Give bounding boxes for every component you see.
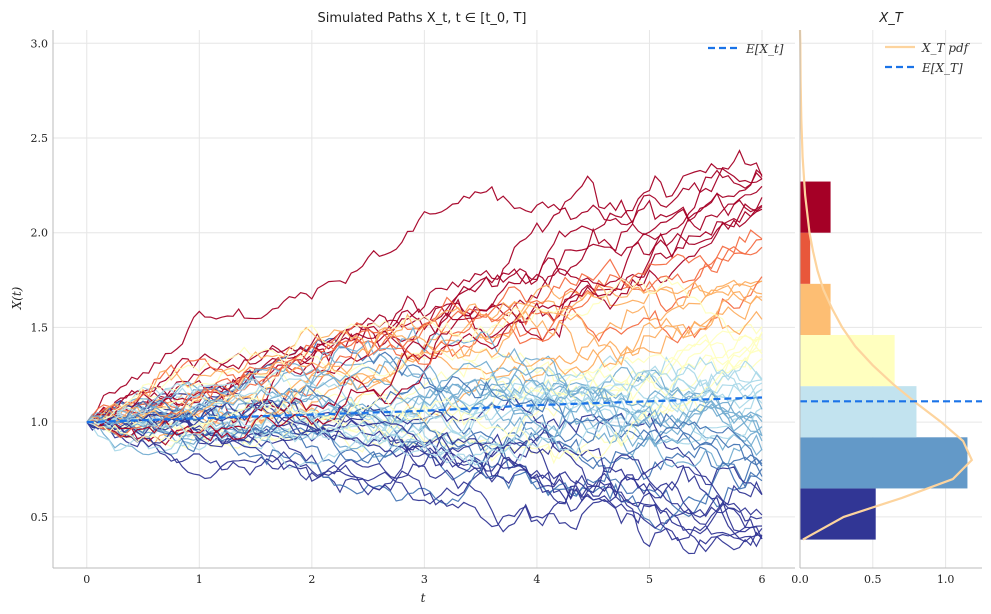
main-grid bbox=[53, 30, 795, 568]
side-x-tick-label: 1.0 bbox=[937, 573, 955, 586]
histogram-bar-3 bbox=[800, 386, 917, 438]
x-tick-label: 1 bbox=[196, 573, 203, 586]
side-x-tick-label: 0.5 bbox=[864, 573, 882, 586]
y-axis-title: X(t) bbox=[10, 286, 24, 310]
path-21 bbox=[86, 421, 763, 535]
y-tick-label: 3.0 bbox=[31, 37, 49, 50]
histogram-bar-2 bbox=[800, 437, 968, 489]
path-1 bbox=[86, 169, 763, 423]
x-tick-label: 5 bbox=[646, 573, 653, 586]
path-8 bbox=[86, 336, 763, 428]
simulated-paths bbox=[86, 149, 763, 555]
y-tick-label: 2.5 bbox=[31, 132, 49, 145]
pdf-curve bbox=[798, 29, 974, 541]
path-51 bbox=[86, 208, 763, 446]
main-title: Simulated Paths X_t, t ∈ [t_0, T] bbox=[318, 11, 527, 26]
path-52 bbox=[86, 229, 763, 423]
main-panel: 0 1 2 3 4 5 6 0.5 1.0 1.5 2.0 2.5 3.0 Simulated Path… bbox=[10, 11, 795, 605]
path-32 bbox=[86, 333, 763, 429]
side-panel: 0.0 0.5 1.0 X_T X_T pdf E[X_T] bbox=[791, 11, 982, 586]
x-tick-label: 3 bbox=[421, 573, 428, 586]
path-10 bbox=[86, 367, 763, 442]
histogram-bars bbox=[800, 181, 968, 540]
y-tick-label: 0.5 bbox=[31, 511, 49, 524]
path-48 bbox=[86, 421, 763, 555]
path-33 bbox=[86, 354, 763, 449]
path-60 bbox=[86, 356, 763, 433]
mean-line bbox=[86, 396, 763, 424]
x-tick-label: 4 bbox=[533, 573, 540, 586]
pdf-line bbox=[798, 29, 974, 541]
y-tick-label: 2.0 bbox=[31, 227, 49, 240]
side-x-tick-label: 0.0 bbox=[791, 573, 809, 586]
y-tick-label: 1.0 bbox=[31, 416, 49, 429]
main-legend: E[X_t] bbox=[708, 42, 784, 56]
path-57 bbox=[86, 349, 763, 462]
path-27 bbox=[86, 203, 763, 423]
side-title: X_T bbox=[878, 11, 903, 26]
path-40 bbox=[86, 388, 763, 468]
path-54 bbox=[86, 287, 763, 423]
histogram-bar-1 bbox=[800, 488, 876, 540]
path-53 bbox=[86, 276, 763, 439]
path-18 bbox=[86, 337, 763, 518]
side-ticks: 0.0 0.5 1.0 bbox=[791, 573, 954, 586]
x-tick-label: 0 bbox=[83, 573, 90, 586]
histogram-bar-6 bbox=[800, 232, 811, 284]
histogram-bar-5 bbox=[800, 283, 831, 335]
path-26 bbox=[86, 185, 763, 423]
x-tick-label: 2 bbox=[308, 573, 315, 586]
path-22 bbox=[86, 414, 763, 548]
y-tick-label: 1.5 bbox=[31, 321, 49, 334]
path-44 bbox=[86, 415, 763, 528]
legend-label-pdf: X_T pdf bbox=[921, 41, 971, 55]
path-36 bbox=[86, 370, 763, 442]
side-legend: X_T pdf E[X_T] bbox=[885, 41, 971, 75]
histogram-bar-4 bbox=[800, 334, 895, 387]
x-axis-title: t bbox=[421, 591, 426, 605]
main-ticks: 0 1 2 3 4 5 6 0.5 1.0 1.5 2.0 2.5 3.0 bbox=[31, 37, 766, 586]
main-axes bbox=[52, 30, 795, 569]
side-axes bbox=[799, 30, 982, 569]
legend-label-mean: E[X_t] bbox=[745, 42, 784, 56]
path-55 bbox=[86, 310, 763, 423]
path-59 bbox=[86, 369, 763, 467]
path-31 bbox=[86, 323, 763, 448]
x-tick-label: 6 bbox=[759, 573, 766, 586]
mean-series-line bbox=[86, 396, 763, 424]
path-56 bbox=[86, 276, 763, 426]
legend-label-side-mean: E[X_T] bbox=[921, 61, 963, 75]
